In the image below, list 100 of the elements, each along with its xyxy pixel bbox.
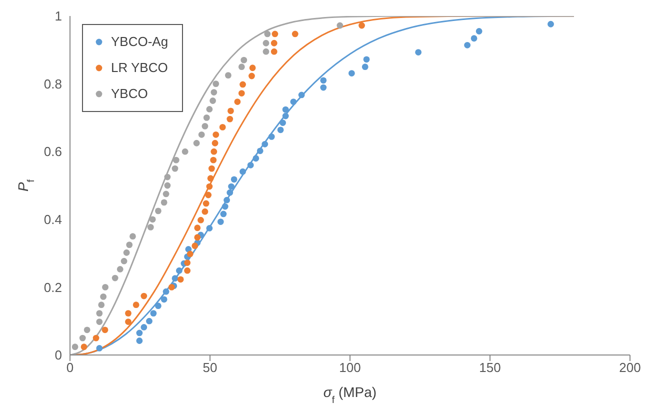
point — [194, 224, 201, 232]
point — [125, 318, 132, 325]
point — [192, 242, 198, 250]
point — [336, 22, 344, 29]
point — [238, 90, 245, 96]
point — [198, 131, 205, 138]
x-tick-label: 200 — [619, 360, 641, 376]
point — [198, 216, 204, 224]
legend-label: YBCO-Ag — [111, 33, 168, 51]
point — [282, 112, 289, 120]
legend-label: LR YBCO — [111, 59, 168, 77]
point — [292, 30, 298, 38]
point — [270, 48, 278, 55]
point — [184, 267, 191, 274]
point — [240, 168, 246, 175]
point — [194, 234, 201, 241]
point — [136, 330, 143, 336]
y-tick-label: 0 — [54, 348, 62, 363]
point — [147, 224, 154, 230]
point — [182, 148, 188, 155]
y-tick-label: 1 — [54, 8, 62, 24]
point — [234, 98, 241, 105]
x-tick-label: 150 — [479, 360, 501, 376]
point — [116, 266, 124, 272]
point — [248, 72, 255, 80]
point — [256, 148, 264, 154]
point — [290, 98, 297, 105]
point — [72, 344, 78, 350]
point — [96, 318, 103, 325]
point — [320, 84, 327, 91]
point — [225, 72, 232, 79]
point — [140, 292, 148, 300]
x-axis-title: σ$_{f}$ (MPa) — [323, 384, 377, 406]
point — [176, 267, 182, 274]
point — [120, 258, 128, 264]
point — [272, 30, 278, 38]
point — [100, 293, 107, 300]
point — [164, 182, 171, 189]
point — [238, 64, 245, 70]
point — [249, 64, 256, 72]
point — [160, 296, 168, 303]
point — [126, 242, 133, 248]
point — [206, 225, 213, 232]
point — [240, 81, 246, 88]
point — [96, 310, 103, 317]
point — [112, 274, 118, 282]
point — [123, 249, 130, 256]
point — [203, 114, 210, 121]
point — [280, 120, 286, 126]
y-tick-label: 0.6 — [44, 144, 62, 160]
point — [177, 276, 184, 283]
point — [125, 310, 132, 317]
point — [262, 140, 268, 148]
point — [172, 165, 178, 172]
point — [150, 310, 157, 317]
point — [212, 140, 218, 146]
point — [136, 338, 143, 344]
point — [202, 200, 210, 207]
point — [155, 208, 162, 214]
point — [102, 326, 108, 334]
point — [186, 250, 194, 258]
point — [224, 196, 230, 204]
point — [222, 203, 228, 210]
point — [205, 192, 212, 198]
point — [102, 284, 108, 290]
point — [262, 40, 270, 46]
point — [140, 324, 148, 330]
point — [226, 189, 234, 196]
point — [193, 140, 200, 146]
point — [146, 318, 152, 324]
point — [162, 288, 170, 295]
point — [240, 56, 248, 64]
point — [172, 156, 180, 164]
point — [84, 326, 90, 334]
point — [202, 208, 208, 215]
point — [363, 56, 370, 63]
x-tick-label: 100 — [339, 360, 361, 376]
point — [282, 106, 289, 113]
x-tick-label: 0 — [66, 360, 74, 376]
point — [206, 106, 213, 112]
point — [228, 183, 234, 190]
y-tick-label: 0.4 — [44, 212, 62, 228]
point — [80, 344, 88, 350]
point — [464, 42, 471, 48]
point — [210, 156, 217, 164]
point — [210, 98, 216, 104]
point — [212, 80, 220, 87]
point — [220, 210, 227, 218]
y-tick-label: 0.2 — [44, 280, 62, 295]
point — [206, 183, 213, 190]
point — [470, 35, 478, 42]
point — [320, 77, 327, 84]
point — [149, 216, 156, 223]
point — [270, 40, 278, 46]
point — [79, 334, 86, 342]
point — [172, 275, 178, 282]
point — [219, 124, 226, 130]
point — [247, 162, 254, 168]
point — [164, 174, 171, 180]
point — [210, 148, 218, 155]
